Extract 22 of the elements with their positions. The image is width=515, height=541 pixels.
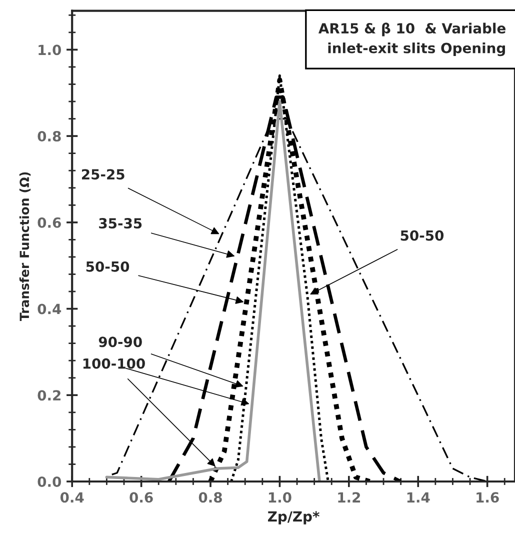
x-tick-label: 0.8 bbox=[198, 492, 222, 503]
annotation: 50-50 bbox=[86, 261, 130, 272]
x-tick-label: 1.2 bbox=[338, 492, 360, 502]
y-tick-label: 0.0 bbox=[38, 476, 62, 487]
x-tick-label: 1.4 bbox=[407, 492, 430, 502]
x-tick-label: 0.6 bbox=[130, 492, 153, 503]
annotation: 90-90 bbox=[98, 336, 142, 348]
y-tick-label: 0.6 bbox=[38, 217, 61, 228]
annotation: 100-100 bbox=[83, 358, 145, 369]
y-tick-label: 1.0 bbox=[38, 44, 62, 56]
annotation: 50-50 bbox=[400, 230, 444, 241]
annotation: 25-25 bbox=[82, 169, 124, 180]
y-axis-title: Transfer Function (Ω) bbox=[19, 172, 31, 321]
x-axis-title: Zp/Zp* bbox=[268, 511, 320, 524]
y-tick-label: 0.4 bbox=[38, 304, 62, 314]
y-tick-label: 0.2 bbox=[38, 390, 60, 401]
x-tick-label: 1.6 bbox=[476, 492, 499, 503]
x-tick-label: 1.0 bbox=[268, 492, 292, 503]
annotation: 35-35 bbox=[99, 218, 142, 229]
y-tick-label: 0.8 bbox=[38, 131, 61, 142]
x-tick-label: 0.4 bbox=[60, 492, 84, 503]
annotation: AR15 & β 10 & Variable inlet-exit slits Opening bbox=[318, 22, 506, 56]
